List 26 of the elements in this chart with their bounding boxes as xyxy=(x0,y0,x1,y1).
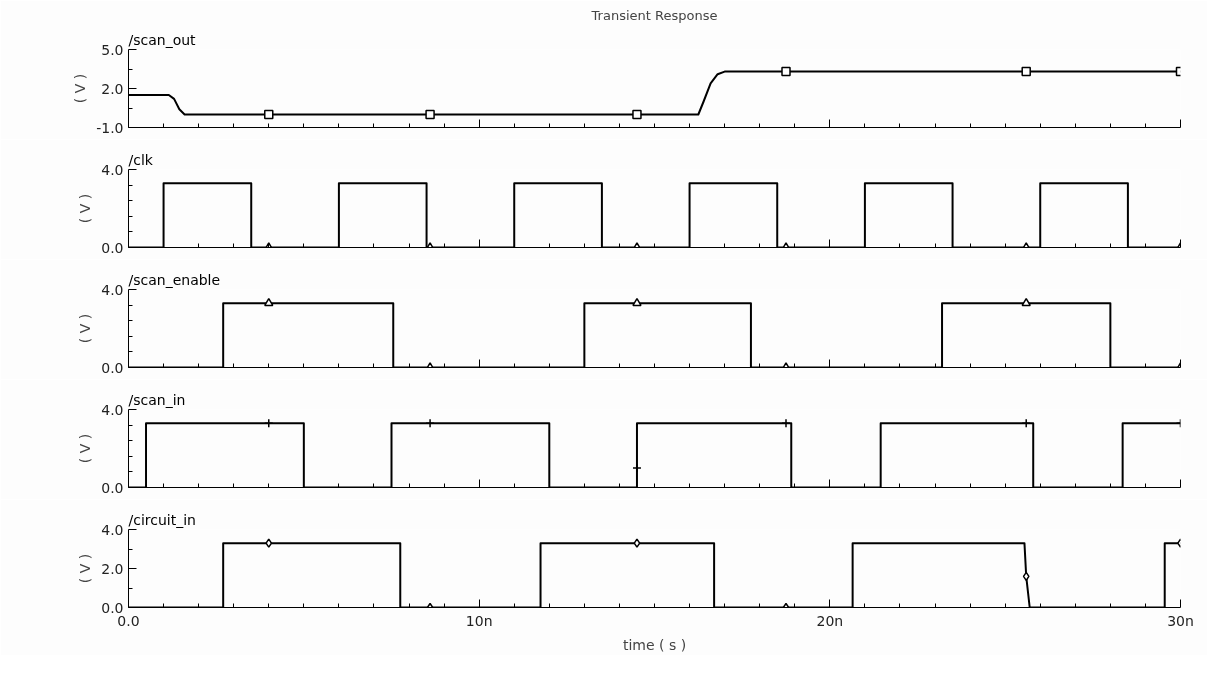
y-tick-label: 4.0 xyxy=(101,161,124,178)
y-tick-label: 4.0 xyxy=(101,401,124,418)
y-tick-label: 0.0 xyxy=(101,479,124,496)
series-label: /clk xyxy=(128,151,154,168)
text: /circuit_in xyxy=(128,511,196,528)
y-tick-label: 4.0 xyxy=(101,281,124,298)
chart-title: Transient Response xyxy=(590,7,718,23)
series-label: /scan_in xyxy=(128,391,186,408)
y-axis-title: ( V ) xyxy=(77,193,94,224)
x-axis-title: time ( s ) xyxy=(622,636,687,653)
y-axis-title: ( V ) xyxy=(72,73,89,104)
y-tick-label: 0.0 xyxy=(101,359,124,376)
y-axis-title: ( V ) xyxy=(77,433,94,464)
series-label: /scan_enable xyxy=(128,271,221,288)
text: /scan_out xyxy=(128,31,197,48)
x-tick-label: 10n xyxy=(465,612,493,629)
x-tick-label: 30n xyxy=(1167,612,1194,629)
y-tick-label: 2.0 xyxy=(101,80,124,97)
y-axis-title: ( V ) xyxy=(77,313,94,344)
y-tick-label: -1.0 xyxy=(96,119,124,136)
y-tick-label: 2.0 xyxy=(101,560,124,577)
y-tick-label: 5.0 xyxy=(101,41,124,58)
x-tick-label: 20n xyxy=(816,612,844,629)
y-axis-title: ( V ) xyxy=(77,553,94,584)
y-tick-label: 0.0 xyxy=(101,239,124,256)
y-tick-label: 4.0 xyxy=(101,521,124,538)
